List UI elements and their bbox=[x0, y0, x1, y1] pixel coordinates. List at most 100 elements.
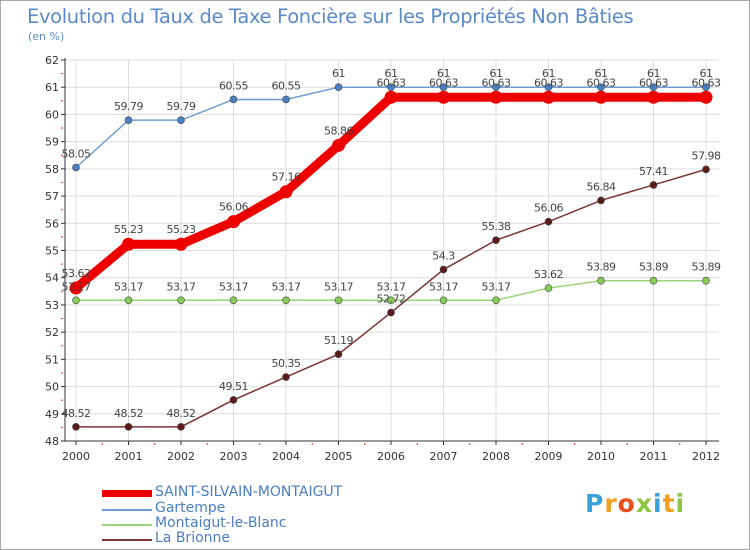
data-point-gartempe bbox=[649, 83, 658, 92]
data-label-gartempe: 61 bbox=[437, 67, 450, 80]
data-label-la-brionne: 57.98 bbox=[692, 149, 721, 162]
y-tick-label: 58 bbox=[45, 163, 59, 176]
y-tick-label: 60 bbox=[45, 108, 59, 121]
data-label-montaigut-le-blanc: 53.17 bbox=[429, 280, 458, 293]
x-tick-label: 2010 bbox=[587, 450, 615, 463]
data-label-gartempe: 58.05 bbox=[62, 147, 91, 160]
data-point-la-brionne bbox=[229, 396, 238, 404]
y-tick-label: 52 bbox=[45, 326, 59, 339]
data-point-montaigut-le-blanc bbox=[439, 296, 448, 305]
x-tick-label: 2004 bbox=[272, 450, 300, 463]
data-point-montaigut-le-blanc bbox=[124, 296, 133, 305]
legend-label-saint-silvain-montaigut: SAINT-SILVAIN-MONTAIGUT bbox=[155, 484, 343, 500]
data-point-gartempe bbox=[282, 95, 290, 104]
y-tick-label: 49 bbox=[45, 408, 59, 421]
data-point-gartempe bbox=[702, 83, 710, 92]
data-point-montaigut-le-blanc bbox=[387, 296, 395, 305]
y-tick-label: 59 bbox=[45, 136, 59, 149]
data-label-montaigut-le-blanc: 53.17 bbox=[377, 280, 406, 293]
data-point-montaigut-le-blanc bbox=[282, 296, 290, 305]
y-tick-label: 55 bbox=[45, 245, 59, 258]
data-point-gartempe bbox=[229, 95, 238, 104]
data-label-saint-silvain-montaigut: 58.86 bbox=[324, 124, 353, 137]
data-label-gartempe: 59.79 bbox=[167, 100, 196, 113]
data-point-gartempe bbox=[387, 83, 395, 92]
data-point-la-brionne bbox=[72, 423, 80, 431]
y-tick-label: 57 bbox=[45, 190, 59, 203]
data-point-montaigut-le-blanc bbox=[177, 296, 185, 305]
data-label-la-brionne: 51.19 bbox=[324, 334, 353, 347]
data-point-la-brionne bbox=[439, 265, 448, 274]
legend-label-gartempe: Gartempe bbox=[155, 500, 226, 516]
data-label-montaigut-le-blanc: 53.89 bbox=[587, 261, 616, 274]
data-point-la-brionne bbox=[387, 308, 395, 317]
data-point-la-brionne bbox=[334, 350, 343, 358]
data-point-la-brionne bbox=[492, 236, 500, 244]
data-point-la-brionne bbox=[544, 217, 553, 226]
data-point-saint-silvain-montaigut bbox=[594, 90, 608, 104]
data-label-gartempe: 59.79 bbox=[114, 100, 143, 113]
data-label-la-brionne: 52.72 bbox=[377, 293, 406, 306]
legend-swatch-saint-silvain-montaigut bbox=[102, 490, 152, 497]
data-point-saint-silvain-montaigut bbox=[332, 138, 345, 152]
data-point-la-brionne bbox=[702, 165, 710, 174]
data-label-saint-silvain-montaigut: 60.63 bbox=[482, 76, 511, 89]
data-point-saint-silvain-montaigut bbox=[542, 90, 555, 104]
x-tick-label: 2012 bbox=[692, 450, 720, 463]
legend-swatch-la-brionne bbox=[102, 539, 152, 541]
data-point-saint-silvain-montaigut bbox=[699, 90, 713, 104]
data-point-saint-silvain-montaigut bbox=[122, 237, 135, 251]
data-label-saint-silvain-montaigut: 60.63 bbox=[587, 76, 616, 89]
data-label-montaigut-le-blanc: 53.17 bbox=[167, 280, 196, 293]
data-label-saint-silvain-montaigut: 60.63 bbox=[377, 76, 406, 89]
data-label-gartempe: 60.55 bbox=[272, 79, 301, 92]
data-point-saint-silvain-montaigut bbox=[437, 90, 450, 104]
data-label-gartempe: 61 bbox=[700, 67, 713, 80]
data-point-la-brionne bbox=[649, 181, 658, 189]
data-point-saint-silvain-montaigut bbox=[69, 281, 83, 295]
data-label-la-brionne: 50.35 bbox=[272, 357, 301, 370]
data-label-montaigut-le-blanc: 53.17 bbox=[219, 280, 248, 293]
data-label-la-brionne: 48.52 bbox=[167, 407, 196, 420]
data-label-la-brionne: 48.52 bbox=[114, 407, 143, 420]
data-point-la-brionne bbox=[124, 423, 133, 431]
data-label-montaigut-le-blanc: 53.17 bbox=[114, 280, 143, 293]
data-label-la-brionne: 56.84 bbox=[587, 180, 616, 193]
data-label-saint-silvain-montaigut: 60.63 bbox=[692, 76, 721, 89]
data-label-montaigut-le-blanc: 53.17 bbox=[482, 280, 511, 293]
x-tick-label: 2001 bbox=[115, 450, 143, 463]
data-point-montaigut-le-blanc bbox=[597, 276, 605, 285]
data-label-gartempe: 61 bbox=[647, 67, 660, 80]
data-point-gartempe bbox=[439, 83, 448, 92]
data-label-montaigut-le-blanc: 53.89 bbox=[639, 261, 668, 274]
data-point-montaigut-le-blanc bbox=[229, 296, 238, 305]
y-tick-label: 53 bbox=[45, 299, 59, 312]
series-gartempe bbox=[72, 83, 710, 172]
x-tick-label: 2011 bbox=[640, 450, 668, 463]
data-label-saint-silvain-montaigut: 60.63 bbox=[534, 76, 563, 89]
legend-label-la-brionne: La Brionne bbox=[155, 530, 231, 546]
y-axis-unit-label: (en %) bbox=[28, 30, 65, 43]
data-label-montaigut-le-blanc: 53.62 bbox=[534, 268, 563, 281]
data-point-gartempe bbox=[492, 83, 500, 92]
data-label-saint-silvain-montaigut: 55.23 bbox=[167, 223, 196, 236]
legend-swatch-gartempe bbox=[102, 509, 152, 511]
data-point-la-brionne bbox=[177, 423, 185, 431]
x-tick-label: 2002 bbox=[167, 450, 195, 463]
data-point-montaigut-le-blanc bbox=[544, 284, 553, 292]
data-point-saint-silvain-montaigut bbox=[489, 90, 503, 104]
data-point-saint-silvain-montaigut bbox=[279, 185, 293, 199]
data-point-gartempe bbox=[124, 116, 133, 124]
x-tick-label: 2007 bbox=[430, 450, 458, 463]
data-label-saint-silvain-montaigut: 60.63 bbox=[639, 76, 668, 89]
x-tick-label: 2006 bbox=[377, 450, 405, 463]
data-point-montaigut-le-blanc bbox=[334, 296, 343, 305]
data-point-saint-silvain-montaigut bbox=[384, 90, 398, 104]
data-point-gartempe bbox=[334, 83, 343, 92]
data-label-saint-silvain-montaigut: 55.23 bbox=[114, 223, 143, 236]
data-label-saint-silvain-montaigut: 57.16 bbox=[272, 171, 301, 184]
series-montaigut-le-blanc bbox=[72, 276, 710, 305]
data-point-montaigut-le-blanc bbox=[72, 296, 80, 305]
data-point-la-brionne bbox=[597, 196, 605, 205]
